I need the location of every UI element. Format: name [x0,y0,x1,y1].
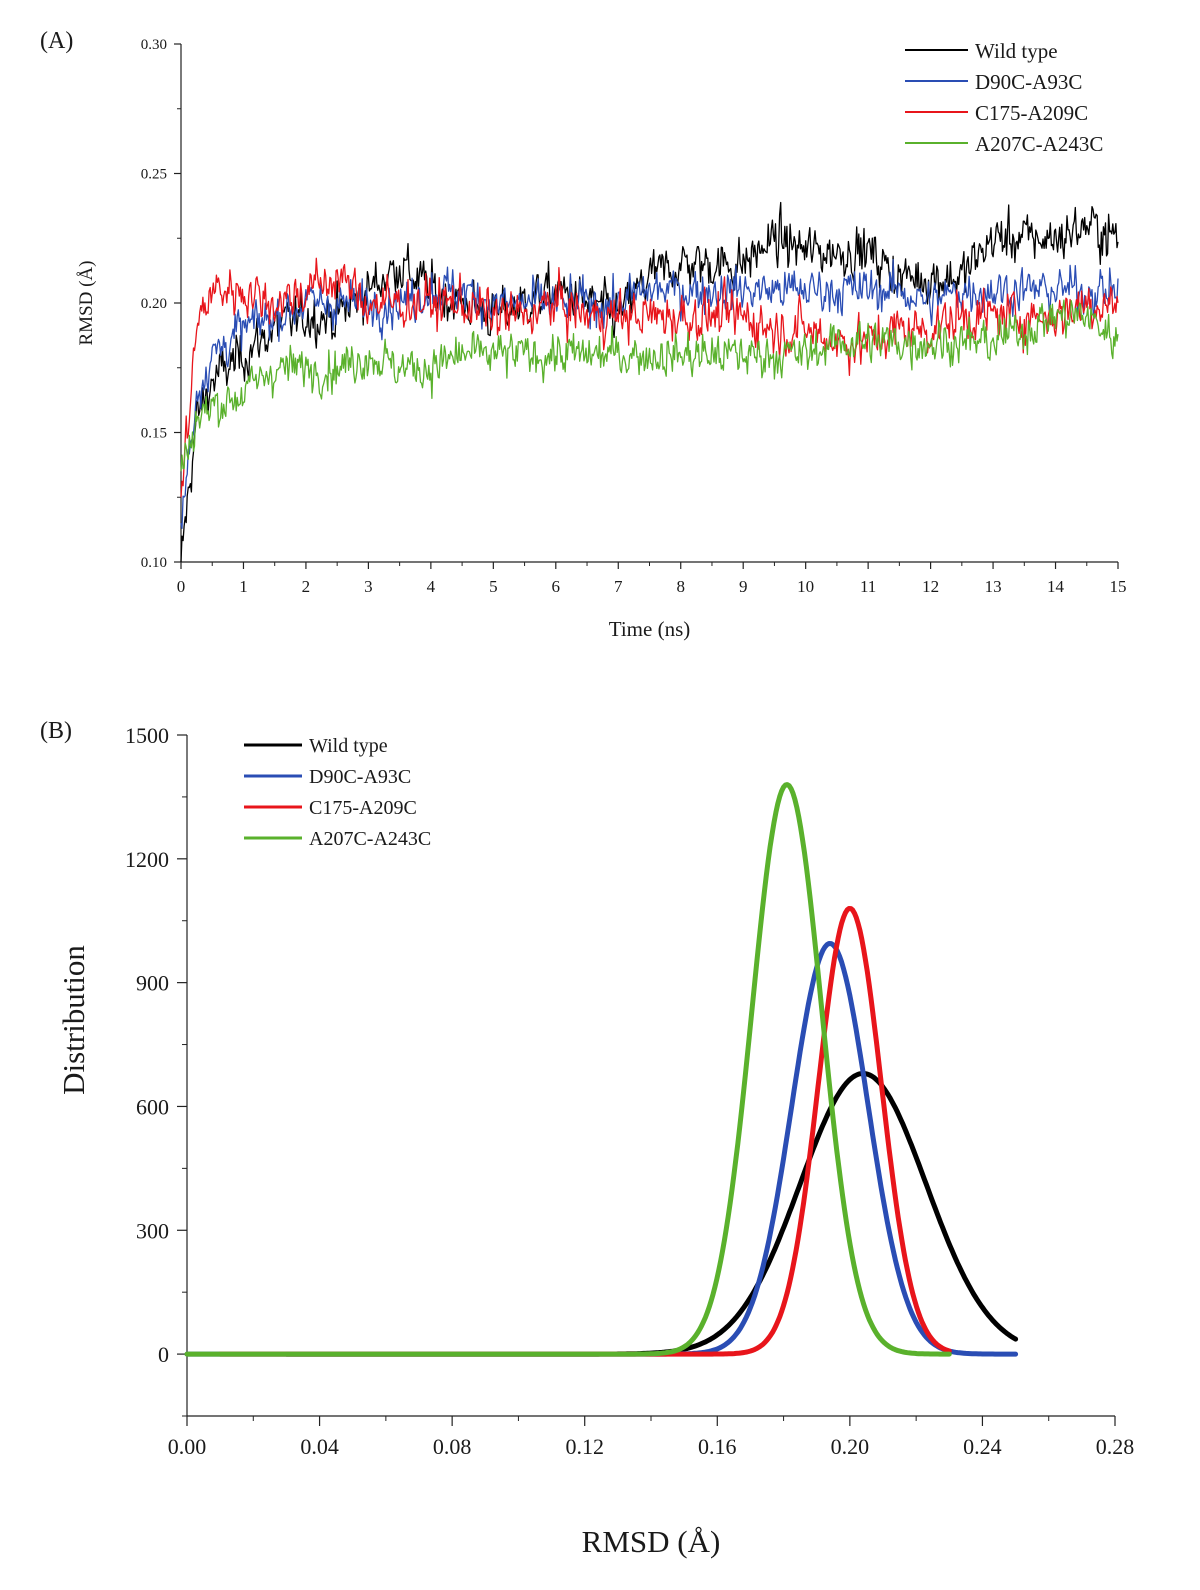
series-curve-wild-type [283,1071,1019,1357]
x-axis-label: Time (ns) [609,617,691,641]
x-tick-label: 12 [922,577,939,596]
x-tick-label: 2 [302,577,311,596]
x-axis-label: RMSD (Å) [582,1524,721,1559]
x-tick-label: 0.20 [831,1434,870,1459]
y-tick-label: 1500 [125,723,169,748]
x-tick-label: 8 [676,577,685,596]
y-tick-label: 0.15 [141,426,167,442]
legend-label-wild-type: Wild type [309,735,388,757]
series-line-a207c-a243c [180,299,1119,472]
panel-a-label: (A) [40,28,74,54]
legend-label-wild-type: Wild type [975,39,1058,63]
x-tick-label: 11 [860,577,876,596]
x-tick-label: 0.00 [168,1434,207,1459]
x-tick-label: 10 [797,577,814,596]
x-tick-label: 6 [552,577,561,596]
series-line-wild-type [180,201,1119,563]
panel-b-label: (B) [40,718,72,744]
y-tick-label: 1200 [125,847,169,872]
legend-label-a207c-a243c: A207C-A243C [975,132,1103,156]
y-axis-label: Distribution [56,945,91,1095]
y-tick-label: 0.10 [141,555,167,571]
y-axis-label: RMSD (Å) [76,261,97,346]
y-tick-label: 0.20 [141,296,167,312]
series-curve-c175-a209c [217,906,952,1357]
x-tick-label: 0.24 [963,1434,1002,1459]
x-tick-label: 14 [1047,577,1065,596]
x-tick-label: 0 [177,577,186,596]
chart-a: 0.100.150.200.250.300 1 2 3 4 5 6 7 8 9 10 11 12 13 14… [76,37,1127,641]
chart-b: 0 300 600 900 1200 1500 0.00 0.04 0.08 0.12 0.16 0.… [56,723,1135,1559]
series-line-c175-a209c [180,257,1119,498]
legend-label-c175-a209c: C175-A209C [309,797,417,819]
y-tick-label: 900 [136,971,169,996]
x-tick-label: 0.16 [698,1434,737,1459]
series-curve-a207c-a243c [184,782,952,1357]
y-tick-label: 0.25 [141,167,167,183]
legend-label-a207c-a243c: A207C-A243C [309,828,431,850]
x-tick-label: 0.04 [300,1434,339,1459]
y-tick-label: 0 [158,1342,169,1367]
x-tick-label: 7 [614,577,623,596]
x-tick-label: 1 [239,577,248,596]
y-tick-label: 300 [136,1218,169,1243]
x-tick-label: 13 [985,577,1002,596]
x-tick-label: 3 [364,577,373,596]
x-tick-label: 9 [739,577,748,596]
x-tick-label: 0.08 [433,1434,472,1459]
legend-label-c175-a209c: C175-A209C [975,101,1088,125]
legend-label-d90c-a93c: D90C-A93C [975,70,1082,94]
x-tick-label: 5 [489,577,498,596]
x-tick-label: 4 [427,577,436,596]
legend-label-d90c-a93c: D90C-A93C [309,766,411,788]
x-tick-label: 0.12 [565,1434,604,1459]
x-tick-label: 15 [1110,577,1127,596]
y-tick-label: 600 [136,1094,169,1119]
y-tick-label: 0.30 [141,37,167,53]
x-tick-label: 0.28 [1096,1434,1135,1459]
